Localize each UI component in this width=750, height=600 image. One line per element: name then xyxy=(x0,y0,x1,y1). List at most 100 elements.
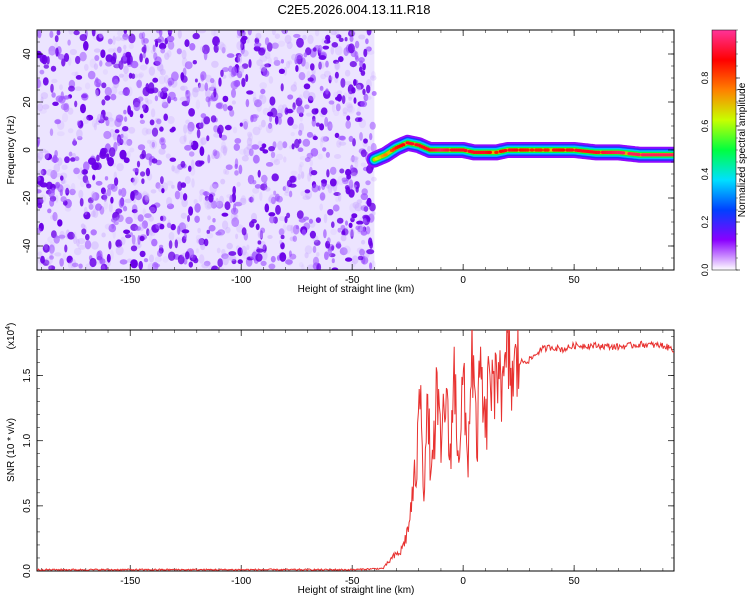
noise-blob xyxy=(110,249,114,260)
noise-blob xyxy=(232,126,238,134)
noise-blob xyxy=(302,34,307,41)
noise-blob xyxy=(271,173,279,182)
noise-blob xyxy=(366,249,375,255)
noise-blob xyxy=(68,151,73,157)
noise-blob xyxy=(210,84,214,92)
noise-blob xyxy=(118,188,122,196)
noise-blob xyxy=(337,135,346,140)
noise-blob xyxy=(205,96,211,103)
noise-blob xyxy=(203,198,208,205)
noise-blob xyxy=(213,44,219,53)
noise-blob xyxy=(301,264,305,270)
noise-blob xyxy=(54,35,59,43)
noise-blob xyxy=(104,223,113,230)
noise-blob xyxy=(67,107,74,115)
colorbar-label: Normalized spectral amplitude xyxy=(737,82,748,217)
noise-blob xyxy=(96,154,100,162)
noise-blob xyxy=(261,174,268,183)
noise-blob xyxy=(311,184,319,193)
noise-blob xyxy=(324,251,329,260)
noise-blob xyxy=(307,77,314,82)
noise-blob xyxy=(168,251,176,261)
noise-blob xyxy=(163,113,168,121)
noise-blob xyxy=(307,92,316,101)
noise-blob xyxy=(106,188,112,197)
noise-blob xyxy=(215,197,219,206)
noise-blob xyxy=(139,250,146,258)
noise-blob xyxy=(114,217,121,223)
noise-blob xyxy=(42,244,50,253)
noise-blob xyxy=(101,82,107,89)
noise-blob xyxy=(316,252,320,257)
noise-blob xyxy=(57,219,63,227)
noise-blob xyxy=(269,115,273,123)
noise-blob xyxy=(274,115,279,125)
noise-blob xyxy=(216,201,222,208)
noise-blob xyxy=(344,37,348,42)
noise-blob xyxy=(142,86,150,97)
noise-blob xyxy=(354,51,359,60)
noise-blob xyxy=(108,224,117,233)
noise-blob xyxy=(211,265,219,270)
noise-blob xyxy=(151,127,159,137)
noise-blob xyxy=(254,184,262,189)
noise-blob xyxy=(312,245,317,253)
noise-blob xyxy=(138,72,144,78)
noise-blob xyxy=(344,69,351,77)
noise-blob xyxy=(156,30,161,34)
noise-blob xyxy=(122,126,129,132)
noise-blob xyxy=(37,137,40,147)
noise-blob xyxy=(213,88,217,98)
noise-blob xyxy=(82,116,89,125)
noise-blob xyxy=(81,92,89,101)
noise-blob xyxy=(333,91,339,99)
spectrogram-axes: -150 -100 -50 0 50 -40 -20 0 20 40 xyxy=(22,29,674,286)
noise-blob xyxy=(37,151,44,160)
noise-blob xyxy=(346,103,353,113)
noise-blob xyxy=(357,225,364,233)
noise-blob xyxy=(166,50,172,58)
noise-blob xyxy=(234,170,239,176)
noise-blob xyxy=(124,141,132,146)
noise-blob xyxy=(282,104,287,109)
noise-blob xyxy=(200,243,206,251)
figure-title: C2E5.2026.004.13.11.R18 xyxy=(278,2,431,17)
noise-blob xyxy=(120,187,127,198)
noise-blob xyxy=(203,238,209,247)
noise-blob xyxy=(340,78,346,88)
noise-blob xyxy=(278,68,285,75)
noise-blob xyxy=(246,244,250,251)
noise-blob xyxy=(122,89,130,96)
noise-blob xyxy=(81,169,88,175)
colorbar: 0.0 0.2 0.4 0.6 0.8 Normalized spectral ampl… xyxy=(700,29,748,276)
noise-blob xyxy=(329,123,334,129)
noise-blob xyxy=(339,247,348,256)
noise-blob xyxy=(326,37,331,43)
noise-blob xyxy=(335,103,341,112)
noise-blob xyxy=(284,216,288,224)
noise-blob xyxy=(88,203,94,210)
signal-peak xyxy=(409,142,415,146)
noise-blob xyxy=(182,193,188,201)
noise-blob xyxy=(318,46,323,51)
noise-blob xyxy=(293,81,297,87)
noise-blob xyxy=(159,244,164,249)
noise-blob xyxy=(52,211,58,222)
noise-blob xyxy=(327,209,334,216)
noise-blob xyxy=(167,30,173,34)
signal-peak xyxy=(620,151,626,155)
noise-blob xyxy=(59,258,64,267)
noise-blob xyxy=(76,129,83,139)
colorbar-tick-label: 0.8 xyxy=(700,72,710,85)
noise-blob xyxy=(302,216,310,221)
noise-blob xyxy=(64,206,72,212)
noise-blob xyxy=(117,136,121,147)
noise-blob xyxy=(142,52,146,59)
noise-blob xyxy=(356,82,364,90)
noise-blob xyxy=(95,117,101,125)
noise-blob xyxy=(144,57,149,65)
snr-axes: -150 -100 -50 0 50 0.0 0.5 1.0 1.5 xyxy=(22,330,674,587)
noise-blob xyxy=(142,44,150,53)
noise-blob xyxy=(267,196,275,204)
noise-blob xyxy=(366,197,372,207)
